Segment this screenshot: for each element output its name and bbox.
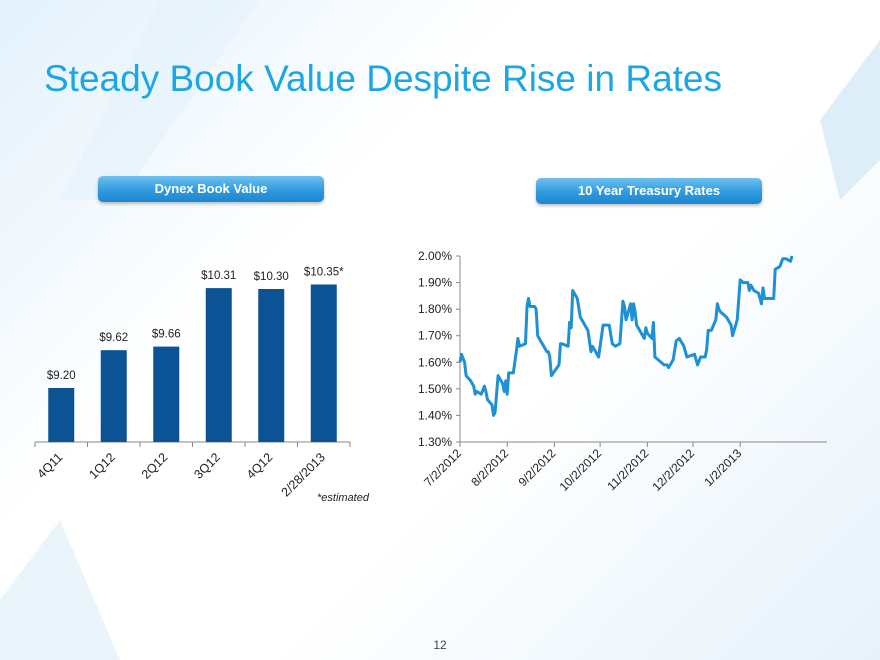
bar [100,350,127,442]
bar [258,289,285,442]
y-tick-label: 1.50% [418,382,452,396]
bar-data-label: $10.30 [254,271,289,283]
bar-data-label: $9.66 [152,329,181,341]
treasury-rates-header: 10 Year Treasury Rates [536,178,762,204]
x-tick-label: 12/2/2012 [649,446,697,494]
book-value-bar-chart: $9.20 4Q11 $9.62 1Q12 $9.66 2Q12 $10.31 3Q12 $10… [34,267,351,499]
bar [205,288,232,442]
x-tick-label: 7/2/2012 [421,446,464,489]
x-tick-label: 4Q12 [244,450,276,482]
y-tick-label: 2.00% [418,249,452,263]
x-tick-label: 11/2/2012 [604,446,651,493]
rate-series-line [458,255,794,417]
page-number: 12 [433,638,447,652]
x-tick-label: 1/2/2013 [701,446,744,489]
y-tick-label: 1.90% [418,276,452,290]
bar-data-label: $10.31 [201,270,236,282]
x-tick-label: 9/2/2012 [516,446,559,489]
y-tick-label: 1.70% [418,329,452,343]
estimated-footnote: *estimated [317,492,369,504]
x-tick-label: 1Q12 [86,450,118,482]
y-tick-label: 1.30% [418,435,452,449]
treasury-rates-line-chart: 2.00% 1.90% 1.80% 1.70% 1.60% 1.50% 1.40% 1.30%… [418,249,827,494]
x-tick-label: 3Q12 [191,450,223,482]
book-value-header: Dynex Book Value [98,176,324,202]
x-tick-label: 8/2/2012 [468,446,511,489]
x-tick-label: 2Q12 [139,450,171,482]
bar-data-label: $9.20 [47,370,76,382]
y-tick-label: 1.60% [418,355,452,369]
x-tick-label: 10/2/2012 [557,446,605,494]
bar-data-label: $9.62 [99,332,128,344]
bar [48,388,75,442]
slide-title: Steady Book Value Despite Rise in Rates [44,58,723,99]
y-tick-label: 1.80% [418,302,452,316]
bar-data-label: $10.35* [304,267,344,279]
bar [310,284,337,442]
x-tick-label: 4Q11 [35,450,66,481]
bar [153,346,180,442]
y-tick-label: 1.40% [418,408,452,422]
